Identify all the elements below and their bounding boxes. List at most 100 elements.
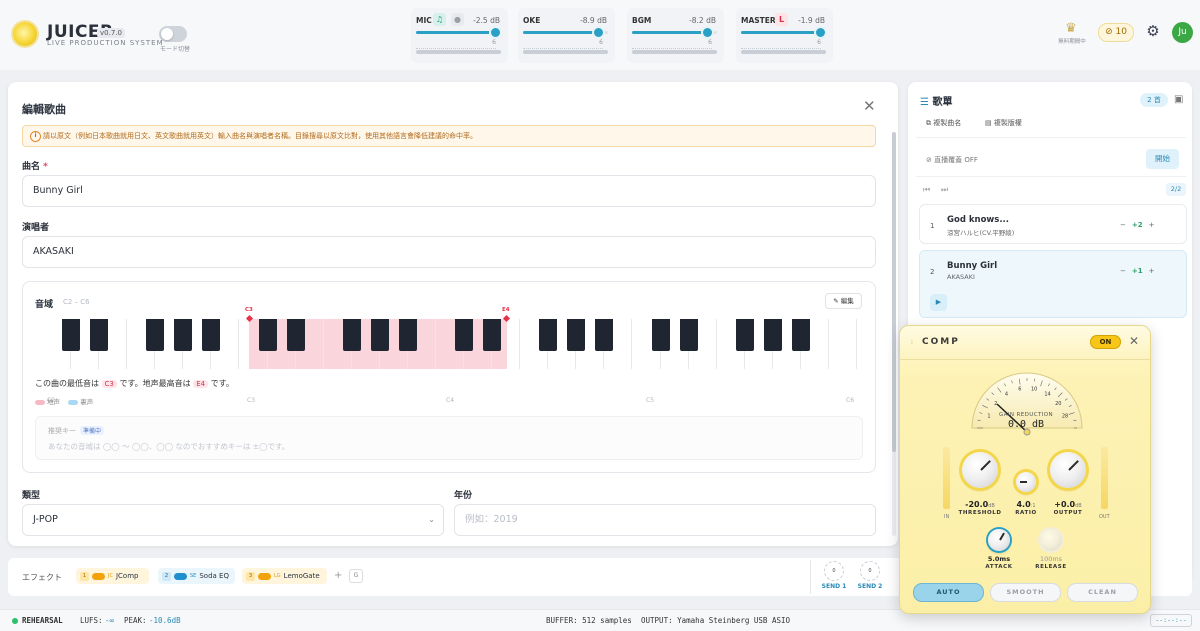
- octave-label: C6: [846, 397, 855, 404]
- black-key[interactable]: [398, 319, 417, 351]
- comp-header[interactable]: ⁝ COMP ON ✕: [900, 326, 1150, 360]
- edit-song-dialog: 編輯歌曲 ✕ 請以原文（例如日本歌曲就用日文、英文歌曲就用英文）輸入曲名與演唱者…: [8, 82, 898, 546]
- send-2-knob[interactable]: 0 SEND 2: [855, 561, 885, 590]
- status-bar: REHEARSAL LUFS: -∞ PEAK: -10.6dB BUFFER:…: [0, 609, 1200, 631]
- key-control[interactable]: − +2 +: [1120, 221, 1155, 229]
- edit-range-button[interactable]: ✎ 編集: [825, 293, 862, 309]
- buffer-info: BUFFER: 512 samples: [546, 616, 632, 625]
- output-value: +0.0dB: [1054, 500, 1082, 509]
- ratio-knob[interactable]: [1016, 472, 1036, 492]
- black-key[interactable]: [763, 319, 782, 351]
- gear-icon[interactable]: ⚙: [1146, 22, 1160, 40]
- artist-input[interactable]: AKASAKI: [22, 236, 876, 268]
- channel-fader[interactable]: [632, 28, 717, 37]
- copy-rights-button[interactable]: ▤ 複製版權: [985, 119, 1022, 127]
- coming-soon-badge: 準備中: [80, 426, 105, 435]
- black-key[interactable]: [539, 319, 558, 351]
- effect-chip-soda-eq[interactable]: 2 SE Soda EQ: [158, 568, 235, 584]
- channel-name: MASTER: [741, 16, 776, 25]
- headphones-icon[interactable]: ♫: [433, 13, 446, 26]
- mic-icon[interactable]: ●: [451, 13, 464, 26]
- black-key[interactable]: [370, 319, 389, 351]
- black-key[interactable]: [286, 319, 305, 351]
- master-link-badge[interactable]: L: [775, 13, 788, 26]
- black-key[interactable]: [735, 319, 754, 351]
- key-control[interactable]: − +1 +: [1120, 267, 1155, 275]
- top-bar: JUICER v0.7.0 LIVE PRODUCTION SYSTEM モード…: [0, 0, 1200, 70]
- coin-balance[interactable]: ⊘ 10: [1098, 23, 1134, 42]
- gauge-tick-label: 14: [1044, 392, 1050, 398]
- attack-knob[interactable]: [988, 529, 1010, 551]
- black-key[interactable]: [202, 319, 221, 351]
- white-key[interactable]: [408, 319, 436, 369]
- copy-titles-button[interactable]: ⧉ 複製曲名: [926, 119, 962, 127]
- start-button[interactable]: 開始: [1146, 149, 1179, 169]
- dialog-scrollbar[interactable]: [892, 132, 896, 536]
- channel-fader[interactable]: [523, 28, 608, 37]
- level-meter: [523, 50, 608, 54]
- low-note-label: C3: [245, 307, 253, 313]
- white-key[interactable]: [296, 319, 324, 369]
- mode-toggle[interactable]: [159, 26, 187, 42]
- crown-icon[interactable]: ♛: [1065, 21, 1077, 36]
- white-key[interactable]: [829, 319, 857, 369]
- black-key[interactable]: [174, 319, 193, 351]
- effect-chip-jcomp[interactable]: 1 JC JComp: [76, 568, 149, 584]
- black-key[interactable]: [595, 319, 614, 351]
- send-1-knob[interactable]: 0 SEND 1: [819, 561, 849, 590]
- black-key[interactable]: [342, 319, 361, 351]
- close-icon[interactable]: ✕: [863, 97, 876, 115]
- power-toggle[interactable]: ON: [1090, 335, 1121, 349]
- channel-fader[interactable]: [416, 28, 501, 37]
- black-key[interactable]: [679, 319, 698, 351]
- white-key[interactable]: [492, 319, 521, 369]
- skip-forward-icon[interactable]: ⏭: [941, 185, 949, 194]
- comp-title: COMP: [922, 337, 960, 347]
- avatar[interactable]: Ju: [1172, 22, 1193, 43]
- song-number: 1: [930, 222, 935, 230]
- song-name-input[interactable]: Bunny Girl: [22, 175, 876, 207]
- white-key[interactable]: [801, 319, 829, 369]
- song-artist: 涼宮ハルヒ(CV.平野綾): [947, 229, 1015, 237]
- channel-fader[interactable]: [741, 28, 826, 37]
- black-key[interactable]: [62, 319, 81, 351]
- black-key[interactable]: [651, 319, 670, 351]
- gauge-tick-label: 6: [1018, 387, 1021, 393]
- black-key[interactable]: [455, 319, 474, 351]
- release-knob[interactable]: [1040, 529, 1062, 551]
- close-icon[interactable]: ✕: [1129, 334, 1140, 348]
- setlist-item[interactable]: 1 God knows... 涼宮ハルヒ(CV.平野綾) − +2 +: [919, 204, 1187, 244]
- piano-keyboard[interactable]: C3 E4 C2 C3 C4 C5 C6: [43, 307, 857, 404]
- save-icon[interactable]: ▣: [1174, 94, 1184, 105]
- effect-chip-lemogate[interactable]: 3 LG LemoGate: [242, 568, 327, 584]
- year-input[interactable]: 例如：2019: [454, 504, 876, 536]
- drag-handle-icon[interactable]: ⁝: [911, 339, 913, 346]
- output-knob[interactable]: [1050, 452, 1086, 488]
- clean-mode-button[interactable]: CLEAN: [1067, 583, 1138, 602]
- white-key[interactable]: [604, 319, 633, 369]
- white-key[interactable]: [211, 319, 240, 369]
- black-key[interactable]: [146, 319, 165, 351]
- setlist-item-selected[interactable]: 2 Bunny Girl AKASAKI − +1 + ▶: [919, 250, 1187, 318]
- smooth-mode-button[interactable]: SMOOTH: [990, 583, 1061, 602]
- play-icon[interactable]: ▶: [930, 294, 947, 311]
- black-key[interactable]: [567, 319, 586, 351]
- black-key[interactable]: [791, 319, 810, 351]
- add-effect-icon[interactable]: +: [334, 570, 343, 581]
- group-button[interactable]: G: [349, 569, 363, 583]
- auto-mode-button[interactable]: AUTO: [913, 583, 984, 602]
- channel-db: -2.5 dB: [473, 16, 500, 25]
- black-key[interactable]: [483, 319, 502, 351]
- black-key[interactable]: [258, 319, 277, 351]
- gauge-tick-label: 10: [1031, 387, 1037, 393]
- output-device: OUTPUT: Yamaha Steinberg USB ASIO: [641, 616, 791, 625]
- white-key[interactable]: [99, 319, 128, 369]
- output-meter: [1101, 447, 1108, 509]
- white-key[interactable]: [689, 319, 717, 369]
- pencil-icon: ✎: [833, 297, 841, 305]
- genre-select[interactable]: J-POP ⌄: [22, 504, 444, 536]
- skip-back-icon[interactable]: ⏮: [923, 185, 931, 194]
- black-key[interactable]: [90, 319, 109, 351]
- threshold-knob[interactable]: [962, 452, 998, 488]
- octave-label: C3: [247, 397, 256, 404]
